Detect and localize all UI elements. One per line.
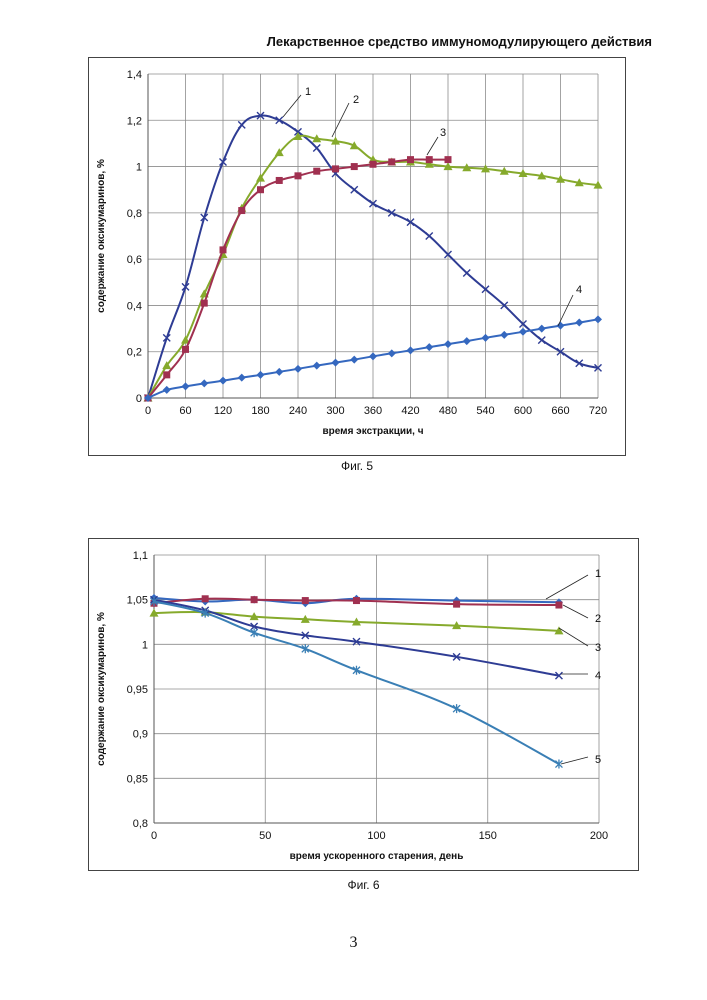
y-axis-label: содержание оксикумаринов, %: [96, 159, 107, 313]
data-point: [302, 597, 309, 604]
x-tick-label: 0: [151, 830, 157, 842]
data-point: [238, 207, 245, 214]
data-point: [313, 168, 320, 175]
x-axis-label: время ускоренного старения, день: [290, 851, 464, 862]
data-point: [276, 177, 283, 184]
x-tick-label: 240: [289, 405, 307, 417]
x-axis-label: время экстракции, ч: [322, 426, 423, 437]
x-tick-label: 100: [367, 830, 385, 842]
x-tick-label: 420: [401, 405, 419, 417]
document-header: Лекарственное средство иммуномодулирующе…: [0, 34, 652, 49]
page-number: 3: [0, 934, 707, 952]
x-tick-label: 180: [251, 405, 269, 417]
figure-5-caption: Фиг. 5: [88, 459, 626, 473]
x-tick-label: 120: [214, 405, 232, 417]
series-label: 1: [595, 568, 601, 580]
data-point: [182, 346, 189, 353]
data-point: [407, 156, 414, 163]
series-label: 4: [595, 670, 601, 682]
data-point: [426, 156, 433, 163]
x-tick-label: 60: [179, 405, 191, 417]
x-tick-label: 600: [514, 405, 532, 417]
y-axis-label: содержание оксикумаринов, %: [96, 612, 107, 766]
y-tick-label: 0,8: [127, 208, 142, 220]
data-point: [332, 165, 339, 172]
x-tick-label: 0: [145, 405, 151, 417]
y-tick-label: 0,95: [127, 684, 148, 696]
y-tick-label: 1: [136, 162, 142, 174]
y-tick-label: 0,9: [133, 729, 148, 741]
x-tick-label: 200: [590, 830, 608, 842]
figure-5-chart: 0 60 120 180 240 300 360 420 480 540 600 660 720 0 0,2…: [88, 57, 626, 456]
y-tick-label: 0,4: [127, 300, 142, 312]
x-tick-label: 720: [589, 405, 607, 417]
series-label: 5: [595, 754, 601, 766]
y-tick-label: 1,1: [133, 550, 148, 562]
series-label: 3: [440, 127, 446, 139]
figure-6-chart: 0 50 100 150 200 0,8 0,85 0,9 0,95 1 1,05 1,1 время …: [88, 538, 639, 871]
y-tick-label: 1: [142, 639, 148, 651]
y-tick-label: 1,05: [127, 595, 148, 607]
figure-6-caption: Фиг. 6: [88, 878, 639, 892]
chart-frame: [89, 539, 639, 871]
x-tick-label: 360: [364, 405, 382, 417]
data-point: [251, 596, 258, 603]
chart-frame: [89, 58, 626, 456]
y-tick-label: 0,85: [127, 773, 148, 785]
data-point: [201, 300, 208, 307]
data-point: [388, 158, 395, 165]
x-tick-label: 50: [259, 830, 271, 842]
data-point: [163, 371, 170, 378]
x-tick-label: 660: [551, 405, 569, 417]
data-point: [555, 602, 562, 609]
data-point: [257, 186, 264, 193]
x-tick-label: 300: [326, 405, 344, 417]
y-tick-label: 0: [136, 393, 142, 405]
data-point: [295, 172, 302, 179]
x-tick-label: 150: [479, 830, 497, 842]
series-label: 3: [595, 642, 601, 654]
y-tick-label: 0,2: [127, 347, 142, 359]
series-label: 2: [353, 94, 359, 106]
data-point: [202, 595, 209, 602]
y-tick-label: 1,4: [127, 69, 142, 81]
data-point: [220, 246, 227, 253]
y-tick-label: 0,6: [127, 254, 142, 266]
data-point: [453, 601, 460, 608]
series-label: 2: [595, 613, 601, 625]
x-tick-label: 480: [439, 405, 457, 417]
y-tick-label: 0,8: [133, 818, 148, 830]
data-point: [353, 597, 360, 604]
y-tick-label: 1,2: [127, 115, 142, 127]
x-tick-label: 540: [476, 405, 494, 417]
data-point: [351, 163, 358, 170]
series-label: 4: [576, 284, 582, 296]
data-point: [370, 161, 377, 168]
series-label: 1: [305, 86, 311, 98]
data-point: [445, 156, 452, 163]
